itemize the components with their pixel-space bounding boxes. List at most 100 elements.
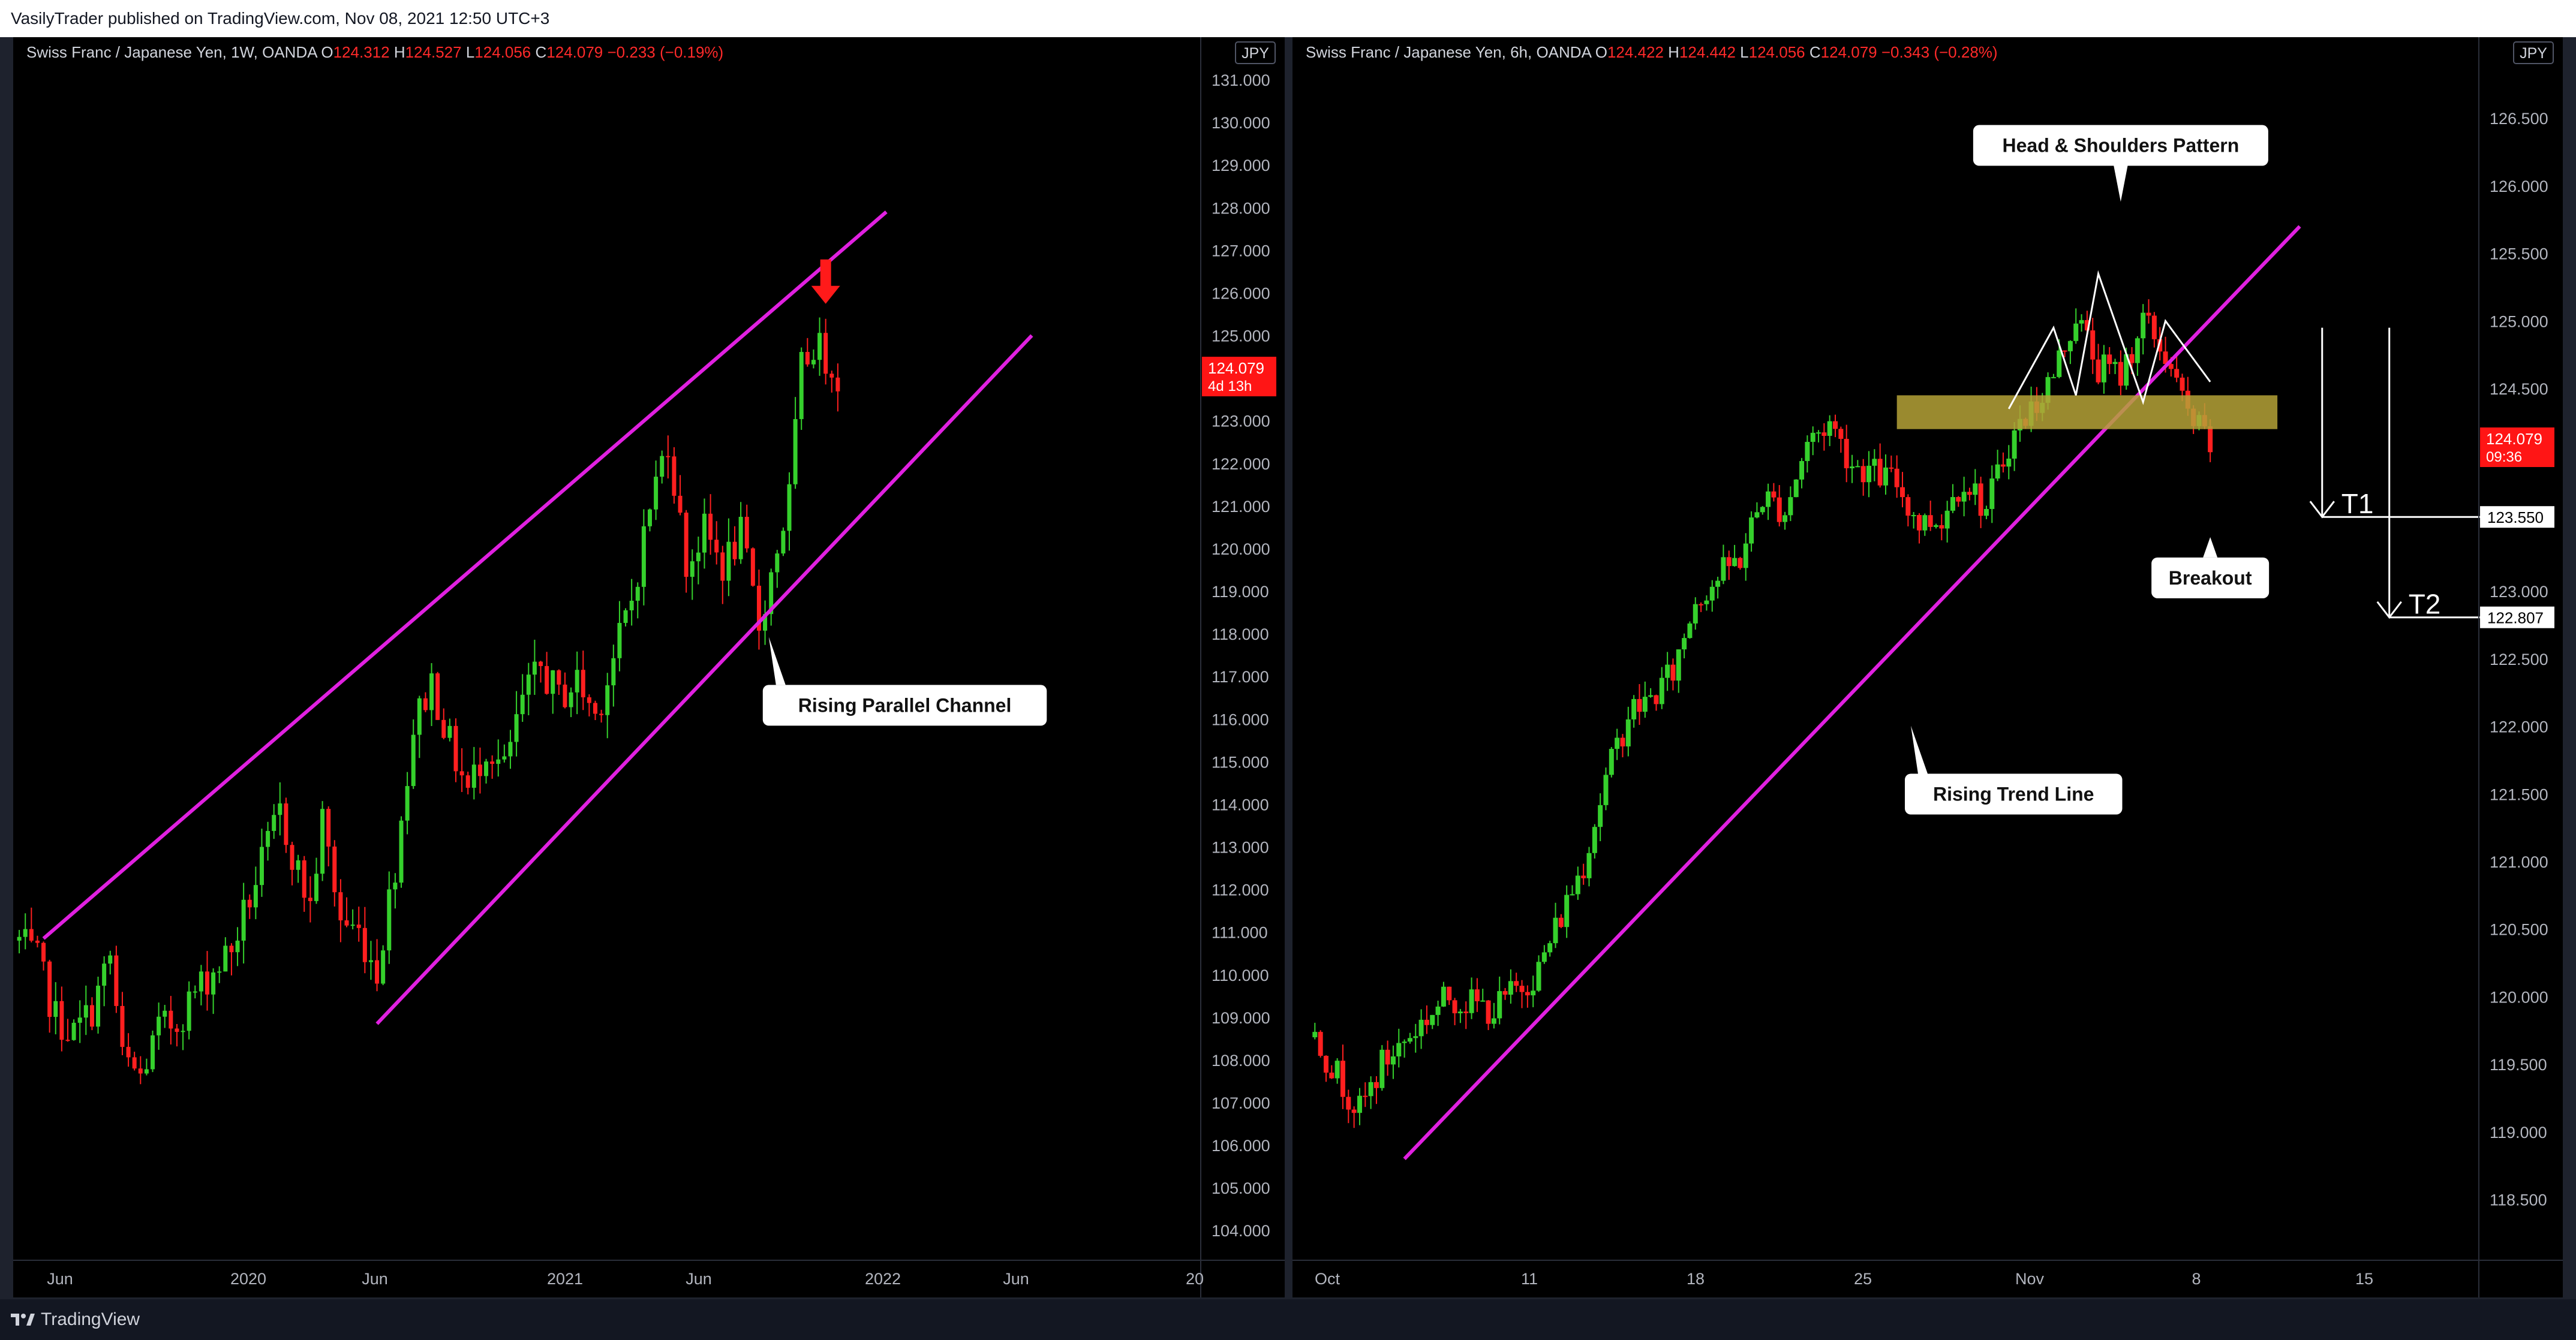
y-tick-label: 121.000 [1212,498,1270,516]
weekly-chart-svg[interactable]: Rising Parallel Channel 131.000 130.000 129… [13,37,1285,1297]
candle-body [1827,421,1832,436]
candle-body [520,694,525,715]
last-price-tag [2480,427,2554,467]
last-price-countdown: 09:36 [2486,449,2522,465]
candle-body [708,513,713,540]
tradingview-brand[interactable]: TradingView [11,1299,140,1340]
candle-body [1699,604,1704,606]
x-tick-label: 2022 [865,1270,901,1288]
candle-body [1973,483,1978,495]
y-tick-label: 124.500 [2490,380,2548,398]
candle-body [2073,323,2079,341]
candle-body [1424,1019,1429,1025]
currency-label: JPY [1242,45,1269,62]
candle-body [575,670,579,692]
candle-body [2112,362,2118,365]
candle-body [1665,664,1670,678]
y-tick-label: 115.000 [1212,753,1269,771]
candle-body [1396,1043,1402,1057]
candle-body [1418,1019,1424,1037]
candle-body [684,513,689,577]
candle-body [799,352,804,420]
candle-body [1889,467,1894,469]
target-price-tag [2480,506,2554,528]
candle-body [1373,1082,1379,1088]
candle-body [1928,515,1933,527]
legend-o-label: O [321,43,333,61]
candle-body [1514,981,1519,986]
y-tick-label: 126.500 [2490,110,2548,128]
y-tick-label: 119.000 [2490,1124,2547,1142]
candle-body [805,352,810,365]
candle-body [563,684,567,707]
candle-body [1989,478,1995,509]
candle-body [2146,312,2151,316]
candle-body [471,764,476,788]
candle-body [1749,517,1754,544]
y-tick-label: 126.000 [1212,284,1270,302]
candle-body [829,374,834,378]
target-price-tag [2480,606,2554,628]
x-tick-label: Oct [1315,1270,1340,1288]
candle-body [314,874,318,901]
candle-body [1491,1018,1496,1024]
candle-body [1687,623,1693,639]
candle-body [817,333,822,360]
candle-body [381,950,386,984]
candle-body [441,719,446,738]
candle-body [611,658,616,686]
y-tick-label: 122.000 [1212,455,1270,473]
callout: Rising Parallel Channel [762,637,1047,726]
candle-body [1788,497,1793,516]
candle-body [2057,350,2062,377]
candle-body [1334,1061,1340,1079]
currency-badge [2513,41,2554,64]
callout: Head & Shoulders Pattern [1973,125,2268,202]
chart-legend: Swiss Franc / Japanese Yen, 6h, OANDA O1… [1306,43,1998,62]
candle-body [1922,515,1928,531]
y-tick-label: 112.000 [1212,881,1269,899]
channel-top [42,210,888,940]
y-tick-label: 119.000 [1212,583,1269,601]
six-hour-chart-panel[interactable]: T1 T2 Head & Shoulders Pattern Breakout Risi… [1292,37,2563,1297]
callout-tail [1910,725,1928,774]
candle-body [126,1047,131,1058]
brand-label: TradingView [41,1309,140,1329]
candle-body [1961,492,1967,502]
y-tick-label: 130.000 [1212,114,1270,132]
candle-body [835,377,840,392]
candle-body [1726,557,1732,567]
candle-body [502,756,507,760]
candle-body [732,541,737,559]
candle-body [1581,875,1586,878]
candle-body [1944,510,1950,529]
candle-body [89,1005,94,1027]
callout-box [2151,557,2270,598]
candle-body [2101,354,2106,383]
candle-body [296,860,300,870]
candle-body [2129,354,2135,363]
candle-body [1357,1095,1362,1113]
candle-body [1771,491,1777,498]
candle-body [1860,466,1866,483]
y-tick-label: 128.000 [1212,199,1270,217]
candle-body [775,553,780,573]
six-hour-chart-svg[interactable]: T1 T2 Head & Shoulders Pattern Breakout Risi… [1292,37,2563,1297]
red-arrow-head [811,285,840,304]
y-tick-label: 107.000 [1212,1094,1270,1112]
last-price-tag [1202,357,1276,397]
candle-body [302,860,306,898]
candle-body [102,963,107,986]
y-tick-label: 110.000 [1212,966,1269,984]
currency-badge [1235,41,1276,64]
candle-body [793,419,798,484]
candle-body [2084,320,2090,331]
candle-body [399,820,404,883]
weekly-chart-panel[interactable]: Rising Parallel Channel 131.000 130.000 129… [13,37,1285,1297]
candle-body [1956,497,1961,502]
candle-body [375,960,380,984]
candle-body [1625,719,1631,746]
candle-body [2118,362,2123,386]
candle-body [362,928,367,962]
candle-body [1866,465,1872,483]
